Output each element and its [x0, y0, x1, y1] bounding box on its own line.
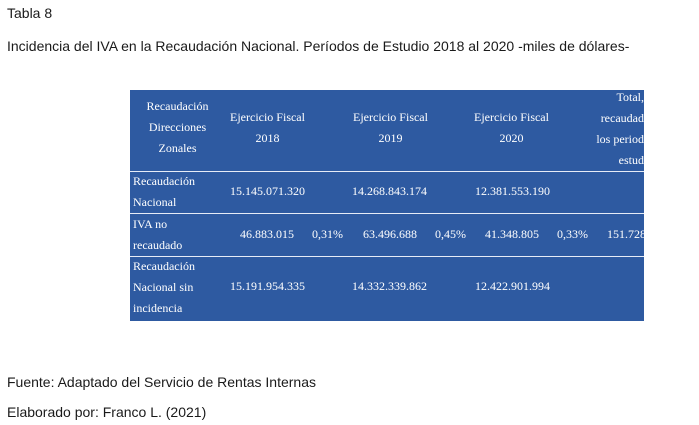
row-label-text: recaudado — [133, 238, 183, 252]
row-label: Recaudación Nacional sin incidencia — [133, 256, 195, 319]
author-note: Elaborado por: Franco L. (2021) — [7, 404, 207, 420]
header-text: recaudad — [600, 111, 644, 125]
value-2018: 15.191.954.335 — [230, 279, 305, 293]
row-label-text: Nacional — [133, 195, 177, 209]
row-label-text: IVA no — [133, 217, 168, 231]
value-2020: 41.348.805 — [485, 227, 539, 241]
row-label-text: Recaudación — [133, 259, 195, 273]
header-text: Ejercicio Fiscal — [353, 110, 428, 124]
row-label: Recaudación Nacional — [133, 171, 195, 213]
header-text: Zonales — [158, 141, 197, 155]
source-note: Fuente: Adaptado del Servicio de Rentas … — [7, 374, 316, 390]
header-text: los period — [596, 132, 644, 146]
header-ejercicio-2019: Ejercicio Fiscal 2019 — [348, 107, 433, 149]
header-total: Total, recaudad los period estud — [590, 90, 644, 171]
header-recaudacion-zonales: Recaudación Direcciones Zonales — [130, 96, 225, 159]
row-label-text: incidencia — [133, 301, 183, 315]
value-2019: 63.496.688 — [363, 227, 417, 241]
header-text: Recaudación — [146, 99, 209, 113]
value-2019: 14.268.843.174 — [352, 184, 427, 198]
table-title: Incidencia del IVA en la Recaudación Nac… — [7, 38, 630, 54]
percent-2020: 0,33% — [557, 227, 588, 241]
header-text: estud — [618, 153, 644, 167]
header-text: 2019 — [378, 131, 403, 145]
percent-2019: 0,45% — [435, 227, 466, 241]
header-text: Ejercicio Fiscal — [474, 110, 549, 124]
value-2018: 15.145.071.320 — [230, 184, 305, 198]
total-value: 151.728 — [607, 227, 644, 241]
row-divider — [130, 256, 644, 257]
row-label-text: Recaudación — [133, 174, 195, 188]
row-divider — [130, 213, 644, 214]
row-label-text: Nacional sin — [133, 280, 194, 294]
percent-2018: 0,31% — [312, 227, 343, 241]
value-2020: 12.381.553.190 — [475, 184, 550, 198]
header-text: Total, — [616, 90, 645, 104]
row-label: IVA no recaudado — [133, 214, 182, 256]
table-number: Tabla 8 — [7, 5, 53, 21]
header-text: 2020 — [499, 131, 524, 145]
header-text: Direcciones — [148, 120, 207, 134]
header-text: 2018 — [255, 131, 280, 145]
header-text: Ejercicio Fiscal — [230, 110, 305, 124]
value-2018: 46.883.015 — [240, 227, 294, 241]
header-ejercicio-2018: Ejercicio Fiscal 2018 — [225, 107, 310, 149]
row-divider — [130, 171, 644, 172]
value-2020: 12.422.901.994 — [475, 279, 550, 293]
header-ejercicio-2020: Ejercicio Fiscal 2020 — [469, 107, 554, 149]
data-table: Recaudación Direcciones Zonales Ejercici… — [130, 90, 644, 321]
value-2019: 14.332.339.862 — [352, 279, 427, 293]
